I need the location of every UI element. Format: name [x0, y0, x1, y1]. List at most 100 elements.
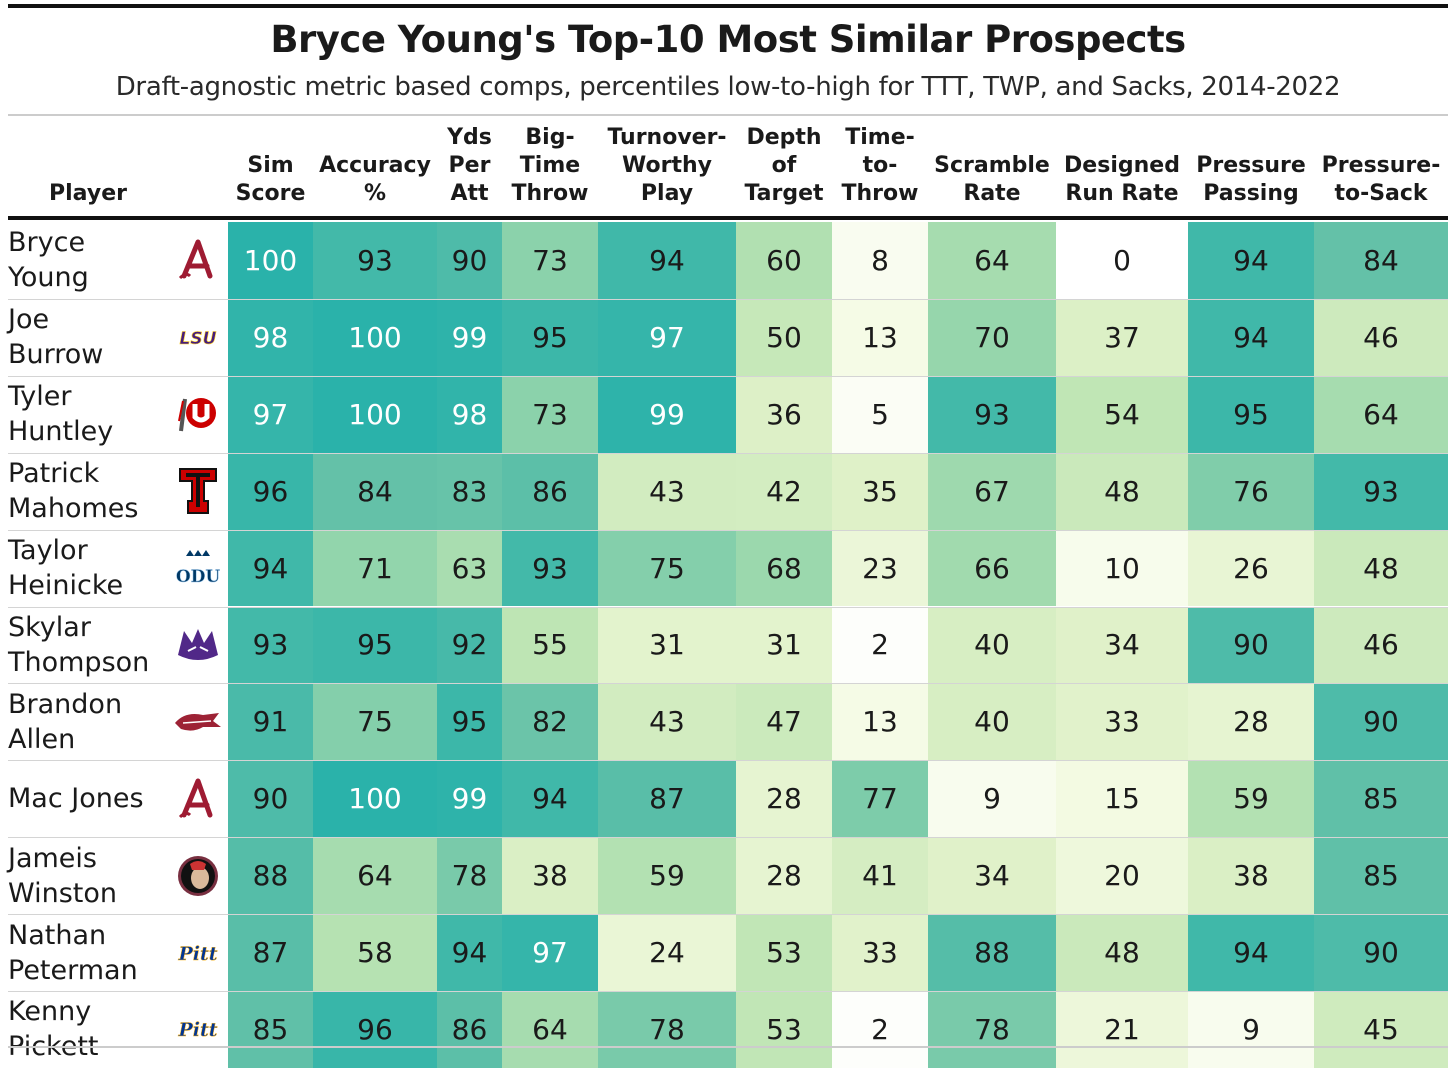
heatmap-cell: 21	[1056, 991, 1188, 1068]
heatmap-cell: 47	[736, 683, 832, 761]
heatmap-cell: 2	[832, 991, 928, 1068]
heatmap-cell: 55	[502, 606, 598, 684]
heatmap-cell: 20	[1056, 837, 1188, 915]
heatmap-cell: 31	[598, 606, 736, 684]
heatmap-cell: 94	[502, 760, 598, 838]
player-name: Nathan Peterman	[8, 919, 138, 986]
heatmap-cell: 99	[598, 375, 736, 453]
texas-tech-logo	[172, 453, 224, 530]
player-name: Kenny Pickett	[8, 996, 99, 1063]
heatmap-cell: 48	[1314, 529, 1448, 607]
heatmap-cell: 40	[928, 606, 1056, 684]
heatmap-cell: 85	[1314, 760, 1448, 838]
heatmap-cell: 93	[313, 222, 437, 299]
heatmap-cell: 96	[228, 452, 313, 530]
heatmap-cell: 71	[313, 529, 437, 607]
heatmap-cell: 48	[1056, 914, 1188, 991]
player-name: Taylor Heinicke	[8, 535, 124, 602]
heatmap-cell: 94	[228, 529, 313, 607]
heatmap-cell: 2	[832, 606, 928, 684]
heatmap-cell: 46	[1314, 606, 1448, 684]
player-name: Mac Jones	[8, 783, 144, 815]
heatmap-cell: 84	[313, 452, 437, 530]
heatmap-cell: 78	[928, 991, 1056, 1068]
heatmap-cell: 98	[437, 375, 502, 453]
heatmap-cell: 87	[228, 914, 313, 991]
heatmap-cell: 33	[1056, 683, 1188, 761]
heatmap-cell: 95	[1188, 375, 1314, 453]
lsu-logo: LSU	[172, 299, 224, 376]
heatmap-cell: 28	[736, 760, 832, 838]
heatmap-cell: 94	[1188, 222, 1314, 299]
heatmap-cell: 34	[928, 837, 1056, 915]
heatmap-cell: 0	[1056, 222, 1188, 299]
heatmap-cell: 15	[1056, 760, 1188, 838]
heatmap-cell: 94	[437, 914, 502, 991]
column-header: Big- Time Throw	[511, 125, 589, 206]
heatmap-cell: 78	[598, 991, 736, 1068]
player-name: Patrick Mahomes	[8, 458, 139, 525]
player-name: Bryce Young	[8, 227, 89, 294]
heatmap-cell: 97	[502, 914, 598, 991]
row-divider	[8, 683, 1448, 685]
heatmap-cell: 93	[228, 606, 313, 684]
column-header: Accuracy %	[319, 153, 431, 206]
row-divider	[8, 452, 1448, 454]
heatmap-cell: 66	[928, 529, 1056, 607]
column-header-player: Player	[49, 181, 127, 206]
arkansas-logo	[172, 683, 224, 760]
heatmap-cell: 28	[736, 837, 832, 915]
heatmap-cell: 8	[832, 222, 928, 299]
heatmap-cell: 31	[736, 606, 832, 684]
heatmap-cell: 85	[1314, 837, 1448, 915]
column-header: Scramble Rate	[934, 153, 1050, 206]
heatmap-cell: 86	[502, 452, 598, 530]
heatmap-cell: 94	[1188, 298, 1314, 376]
heatmap-cell: 97	[228, 375, 313, 453]
svg-text:Pitt: Pitt	[177, 943, 217, 965]
heatmap-cell: 35	[832, 452, 928, 530]
heatmap-cell: 87	[598, 760, 736, 838]
heatmap-cell: 26	[1188, 529, 1314, 607]
heatmap-cell: 5	[832, 375, 928, 453]
column-header: Depth of Target	[744, 125, 824, 206]
odu-logo: ODU	[172, 530, 224, 607]
heatmap-cell: 10	[1056, 529, 1188, 607]
heatmap-cell: 75	[598, 529, 736, 607]
heatmap-cell: 83	[437, 452, 502, 530]
heatmap-cell: 70	[928, 298, 1056, 376]
column-header: Yds Per Att	[447, 125, 492, 206]
row-divider	[8, 529, 1448, 531]
column-header: Time- to- Throw	[841, 125, 919, 206]
heatmap-cell: 54	[1056, 375, 1188, 453]
heatmap-cell: 64	[1314, 375, 1448, 453]
heatmap-cell: 43	[598, 683, 736, 761]
row-divider	[8, 298, 1448, 300]
player-name: Skylar Thompson	[8, 611, 150, 678]
heatmap-cell: 43	[598, 452, 736, 530]
heatmap-cell: 53	[736, 991, 832, 1068]
heatmap-cell: 37	[1056, 298, 1188, 376]
heatmap-cell: 90	[228, 760, 313, 838]
heatmap-cell: 9	[928, 760, 1056, 838]
heatmap-cell: 100	[313, 375, 437, 453]
heatmap-cell: 77	[832, 760, 928, 838]
heatmap-cell: 84	[1314, 222, 1448, 299]
heatmap-cell: 99	[437, 298, 502, 376]
chart-subtitle: Draft-agnostic metric based comps, perce…	[115, 72, 1341, 102]
heatmap-cell: 40	[928, 683, 1056, 761]
row-divider	[8, 760, 1448, 762]
svg-text:ODU: ODU	[176, 567, 220, 587]
column-header: Turnover- Worthy Play	[607, 125, 727, 206]
heatmap-cell: 64	[313, 837, 437, 915]
heatmap-cell: 64	[502, 991, 598, 1068]
row-divider	[8, 606, 1448, 608]
heatmap-cell: 41	[832, 837, 928, 915]
row-divider	[8, 837, 1448, 839]
heatmap-cell: 33	[832, 914, 928, 991]
heatmap-cell: 91	[228, 683, 313, 761]
heatmap-cell: 95	[502, 298, 598, 376]
heatmap-cell: 90	[1314, 914, 1448, 991]
heatmap-cell: 90	[437, 222, 502, 299]
column-header: Pressure- to-Sack	[1321, 153, 1441, 206]
